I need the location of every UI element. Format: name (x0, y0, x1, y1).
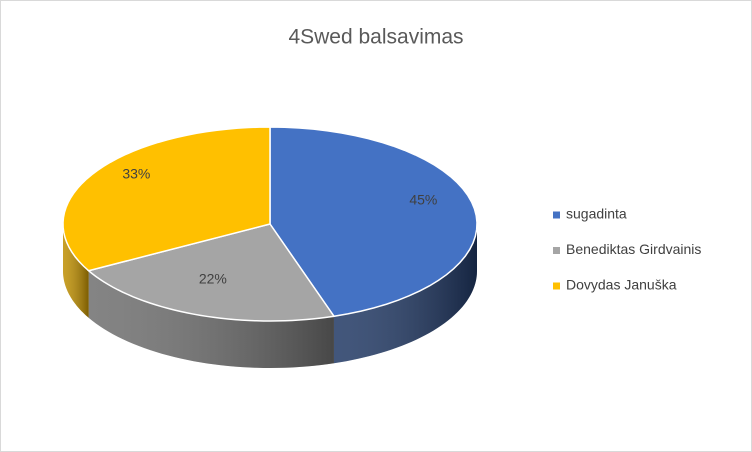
legend-marker (553, 211, 560, 219)
legend-label: sugadinta (566, 206, 627, 222)
pie: 45% 22% 33% (62, 126, 478, 368)
slice-side-shade (63, 224, 89, 318)
data-label: 22% (199, 270, 227, 286)
slice-side-shade (333, 224, 477, 364)
slice (62, 126, 271, 272)
data-label: 33% (122, 166, 150, 182)
slice (269, 126, 478, 318)
legend-label: Dovydas Januška (566, 277, 677, 293)
slice-side-shade (88, 270, 334, 368)
chart-title: 4Swed balsavimas (288, 26, 463, 49)
legend-label: Benediktas Girdvainis (566, 241, 701, 257)
data-label: 45% (409, 191, 437, 207)
legend-marker (553, 282, 560, 290)
legend-marker (553, 247, 560, 254)
slice (86, 223, 336, 322)
legend: sugadinta Benediktas Girdvainis Dovydas Ja… (553, 206, 701, 293)
